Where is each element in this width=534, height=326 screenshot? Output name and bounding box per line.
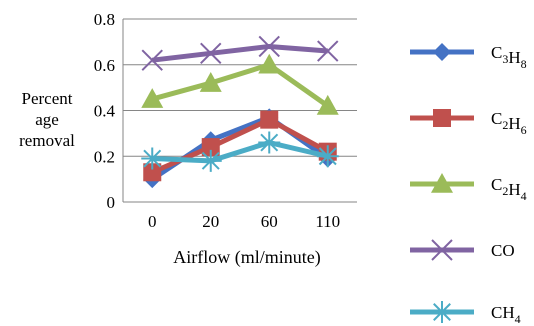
series-line [152, 140, 329, 164]
y-tick-label: 0.4 [94, 102, 116, 121]
marker-x [317, 40, 339, 62]
series-CH4 [141, 131, 339, 172]
legend-item: C3H8 [410, 43, 527, 71]
series-line [151, 43, 328, 63]
x-tick-labels: 0 20 60 110 [148, 212, 340, 231]
x-axis-label: Airflow (ml/minute) [173, 247, 320, 268]
marker-star [431, 301, 453, 323]
series-CO [141, 35, 339, 71]
legend-item: CO [410, 239, 515, 261]
legend-label: CH4 [491, 303, 521, 326]
legend-label: CO [491, 241, 515, 260]
marker-x [431, 239, 453, 261]
x-tick-label: 0 [148, 212, 157, 231]
legend-item: C2H6 [410, 109, 527, 137]
y-tick-label: 0.8 [94, 10, 115, 29]
series-layer [141, 35, 339, 189]
y-axis-label-line: Percent [22, 89, 73, 108]
marker-triangle [199, 72, 222, 92]
y-tick-label: 0.2 [94, 147, 115, 166]
legend-item: C2H4 [410, 173, 527, 203]
y-tick-label: 0.6 [94, 56, 115, 75]
marker-triangle [316, 94, 339, 115]
grid-lines [122, 18, 357, 203]
y-axis-label-line: removal [19, 131, 75, 150]
marker-triangle [141, 88, 164, 108]
marker-square [143, 163, 162, 182]
x-tick-label: 110 [315, 212, 340, 231]
marker-triangle [258, 53, 281, 74]
y-axis-label-line: age [35, 110, 59, 129]
x-tick-label: 20 [202, 212, 219, 231]
series-line [151, 62, 330, 108]
marker-star [199, 149, 222, 172]
marker-x [200, 42, 222, 65]
marker-star [141, 147, 164, 170]
legend: C3H8 C2H6 C2H4 CO CH4 [410, 43, 527, 326]
legend-label: C3H8 [491, 43, 527, 71]
marker-diamond [433, 43, 451, 61]
marker-square [201, 138, 220, 157]
series-C3H8 [143, 108, 337, 189]
legend-label: C2H6 [491, 109, 527, 137]
marker-star [316, 145, 339, 168]
marker-x [258, 35, 280, 58]
y-tick-labels: 0 0.2 0.4 0.6 0.8 [94, 10, 116, 212]
series-C2H4 [141, 53, 339, 115]
x-tick-label: 60 [261, 212, 278, 231]
legend-label: C2H4 [491, 175, 527, 203]
legend-item: CH4 [410, 301, 521, 326]
marker-square [433, 109, 451, 127]
marker-x [141, 49, 163, 71]
y-axis-label: Percent age removal [19, 89, 75, 150]
y-tick-label: 0 [107, 193, 116, 212]
marker-star [258, 131, 281, 154]
marker-square [260, 110, 279, 129]
marker-triangle [431, 173, 453, 193]
